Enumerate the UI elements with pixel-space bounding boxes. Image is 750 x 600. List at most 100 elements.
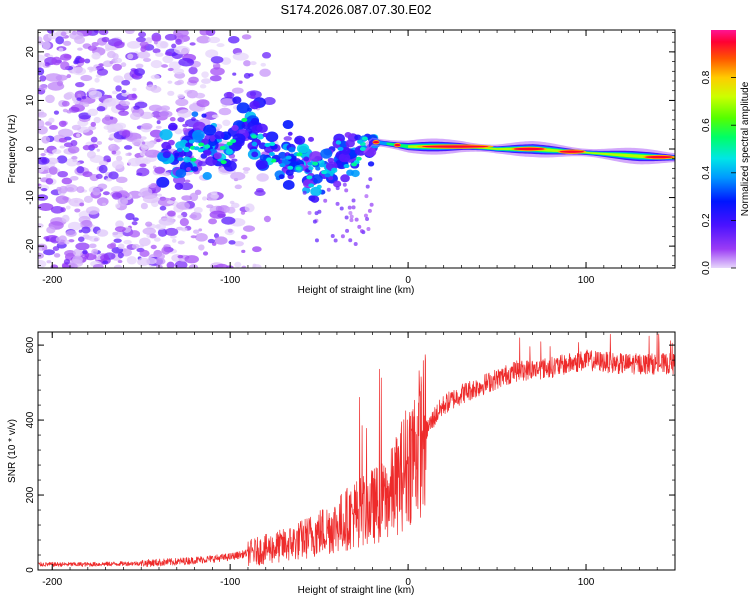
noise-blob (157, 228, 168, 237)
noise-blob (106, 94, 112, 98)
noise-blob (221, 216, 236, 225)
noise-blob (117, 197, 129, 206)
noise-blob (86, 150, 96, 159)
noise-blob (84, 58, 91, 64)
ridge-hotspot (188, 139, 195, 144)
noise-blob (207, 238, 215, 244)
noise-blob (188, 66, 198, 75)
noise-blob (154, 257, 166, 265)
y-tick-label: 400 (25, 411, 36, 428)
ridge-hotspot (343, 164, 350, 169)
noise-blob (261, 51, 272, 59)
ridge-blob (251, 151, 259, 158)
ridge-blob (192, 121, 206, 133)
noise-blob (76, 186, 85, 194)
ridge-blob (294, 135, 306, 145)
ridge-blob (249, 100, 260, 110)
noise-blob (190, 235, 197, 239)
noise-blob (175, 98, 189, 107)
tail-blob (365, 216, 370, 221)
ridge-blob (288, 146, 296, 153)
noise-blob (153, 237, 161, 242)
noise-blob (232, 72, 237, 76)
noise-blob (243, 170, 249, 174)
noise-blob (66, 186, 75, 192)
noise-blob (63, 40, 72, 46)
ridge-hotspot (226, 141, 233, 146)
noise-blob (231, 87, 244, 94)
noise-blob (38, 164, 45, 173)
ridge-hot-peak (513, 147, 545, 151)
ridge-blob (162, 151, 171, 159)
ridge-blob (192, 134, 203, 143)
noise-blob (283, 136, 292, 141)
noise-blob (176, 201, 190, 210)
tail-blob (302, 190, 307, 195)
ridge-hotspot (190, 157, 197, 162)
ridge-blob (335, 140, 342, 145)
tail-blob (314, 211, 319, 216)
ridge-blob (340, 174, 350, 183)
noise-blob (199, 84, 207, 89)
ridge-blob (338, 152, 351, 163)
noise-blob (102, 191, 110, 196)
noise-blob (161, 64, 169, 68)
ridge-hotspot (183, 148, 190, 153)
noise-blob (117, 260, 123, 264)
noise-blob (43, 165, 49, 170)
noise-blob (82, 249, 88, 255)
tail-blob (307, 210, 312, 215)
noise-blob (79, 101, 86, 105)
noise-blob (145, 221, 153, 227)
noise-blob (49, 125, 58, 130)
snr-series-line (38, 332, 675, 567)
noise-blob (156, 120, 161, 125)
ridge-blob (285, 169, 294, 176)
ridge-blob (161, 141, 171, 150)
ridge-hotspot (285, 155, 292, 160)
noise-blob (115, 220, 124, 229)
noise-blob (170, 234, 177, 239)
noise-blob (182, 127, 188, 133)
noise-blob (120, 62, 127, 68)
noise-blob (226, 91, 233, 98)
noise-blob (86, 206, 100, 215)
ridge-blob (296, 143, 310, 154)
ridge-hotspot (307, 161, 314, 166)
noise-blob (111, 160, 124, 169)
noise-blob (263, 97, 276, 105)
noise-blob (197, 160, 208, 167)
noise-blob (75, 242, 90, 251)
noise-blob (60, 53, 72, 61)
noise-blob (68, 239, 75, 243)
noise-blob (45, 94, 55, 104)
noise-blob (155, 52, 164, 57)
spectrogram-y-axis: -20 -10 0 10 20 (25, 32, 675, 266)
ridge-blob (287, 131, 293, 136)
ridge-blob (354, 134, 362, 141)
noise-blob (156, 253, 165, 260)
ridge-blob (159, 129, 173, 141)
noise-blob (117, 252, 124, 259)
noise-blob (43, 249, 55, 256)
noise-blob (142, 195, 160, 204)
y-tick-label: 0 (25, 567, 36, 573)
noise-blob (210, 67, 225, 76)
noise-blob (148, 184, 157, 189)
noise-blob (135, 63, 144, 69)
noise-blob (84, 253, 97, 261)
noise-blob (230, 172, 246, 181)
ridge-hotspot (321, 170, 328, 175)
noise-blob (181, 195, 193, 201)
ridge-blob (225, 148, 234, 155)
noise-blob (53, 110, 60, 115)
noise-blob (77, 236, 85, 242)
ridge-hotspot (176, 147, 183, 152)
noise-blob (46, 260, 52, 264)
noise-blob (177, 214, 184, 219)
tail-blob (314, 238, 319, 243)
ridge-hotspot (268, 151, 275, 156)
tail-blob (363, 213, 368, 218)
tail-blob (351, 205, 356, 210)
noise-blob (65, 230, 77, 237)
